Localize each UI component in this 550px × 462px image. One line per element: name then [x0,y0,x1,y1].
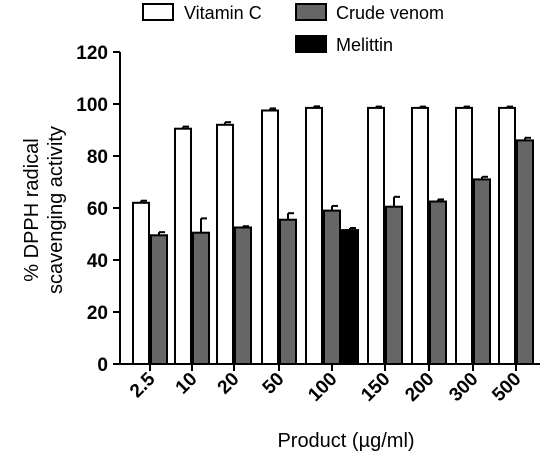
y-axis-title: % DPPH radical scavenging activity [21,126,67,294]
bar-crude-venom-300 [473,178,491,365]
y-tick-label-80: 80 [87,147,108,168]
bar-crude-venom-100 [323,209,341,365]
bar-vitamin-c-10 [174,127,192,365]
bar-crude-venom-50 [279,218,297,365]
y-tick-label-40: 40 [87,251,108,272]
y-axis-title-line-2: scavenging activity [45,126,67,294]
bar-vitamin-c-500 [498,106,516,366]
legend-label-vitamin-c: Vitamin C [184,3,262,23]
x-tick-label-10: 10 [172,369,202,399]
bar-crude-venom-2.5 [150,234,168,365]
y-tick-label-20: 20 [87,303,108,324]
bar-crude-venom-500 [516,139,534,365]
bar-crude-venom-10 [192,231,210,365]
x-tick-label-20: 20 [214,369,244,399]
bar-vitamin-c-200 [411,106,429,366]
x-tick-label-150: 150 [357,369,394,406]
x-tick-label-50: 50 [259,369,289,399]
x-tick-label-100: 100 [304,369,341,406]
legend-label-melittin: Melittin [336,35,393,55]
legend: Vitamin C Crude venom Melittin [142,3,444,55]
bar-crude-venom-150 [385,205,403,365]
bar-vitamin-c-150 [367,106,385,366]
plot-area: 0 20 40 60 80 100 120 2.5 10 20 50 100 150 200 300 500 [76,43,540,406]
x-tick-label-2.5: 2.5 [126,368,160,402]
y-tick-label-0: 0 [97,355,108,376]
y-axis-title-line-1: % DPPH radical [21,138,43,281]
legend-swatch-crude-venom [295,3,327,21]
legend-label-crude-venom: Crude venom [336,3,444,23]
legend-swatch-melittin [295,35,327,53]
x-tick-label-200: 200 [401,369,438,406]
bar-vitamin-c-100 [305,106,323,366]
y-tick-label-120: 120 [76,43,108,64]
y-tick-label-60: 60 [87,199,108,220]
bar-vitamin-c-2.5 [132,201,150,365]
x-axis-title: Product (µg/ml) [277,430,414,452]
bar-crude-venom-20 [234,226,252,365]
x-tick-label-300: 300 [445,369,482,406]
bar-vitamin-c-20 [216,123,234,365]
bar-melittin-100 [341,229,359,365]
bar-vitamin-c-50 [261,109,279,365]
x-tick-label-500: 500 [488,369,525,406]
bar-vitamin-c-300 [455,106,473,366]
legend-swatch-vitamin-c [142,3,174,21]
bar-crude-venom-200 [429,200,447,365]
y-tick-label-100: 100 [76,95,108,116]
